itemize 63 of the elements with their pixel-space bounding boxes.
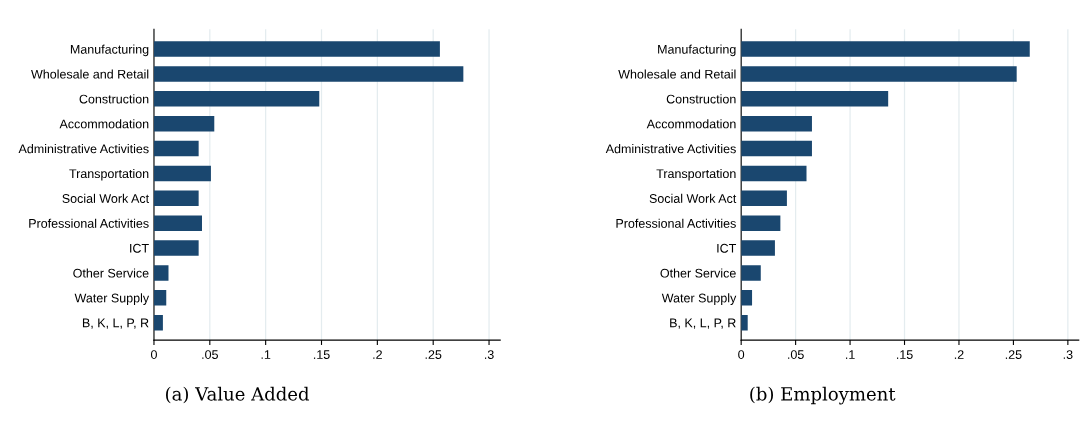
bar — [741, 240, 775, 256]
bar — [153, 314, 163, 331]
bar — [741, 215, 781, 231]
y-tick-label: B, K, L, P, R — [670, 318, 736, 329]
bar — [741, 190, 787, 207]
bar — [153, 215, 202, 231]
x-tick-label: .25 — [425, 350, 442, 359]
x-tick-label: .15 — [313, 350, 330, 359]
bar — [741, 265, 761, 281]
bar — [153, 240, 199, 256]
y-tick-label: Other Service — [660, 268, 736, 278]
x-tick-label: 0 — [150, 350, 157, 359]
y-tick-label: Construction — [666, 94, 736, 104]
x-tick-label: .05 — [788, 350, 804, 359]
y-tick-label: Wholesale and Retail — [618, 69, 736, 79]
bar — [153, 290, 167, 306]
x-tick-label: .15 — [896, 350, 913, 359]
y-tick-label: Manufacturing — [658, 44, 736, 57]
y-tick-label: Accommodation — [646, 119, 736, 129]
bar — [153, 91, 320, 107]
y-tick-label: Other Service — [73, 268, 149, 278]
bar — [741, 91, 889, 107]
y-tick-label: Water Supply — [74, 293, 150, 305]
bar — [741, 115, 812, 132]
bar — [741, 290, 753, 306]
bar — [153, 190, 199, 207]
y-tick-label: Professional Activities — [29, 218, 149, 228]
y-tick-label: Social Work Act — [649, 193, 737, 203]
bar — [153, 265, 169, 281]
y-tick-label: Administrative Activities — [18, 144, 149, 154]
y-tick-label: Transportation — [69, 168, 149, 181]
bar — [741, 41, 1030, 57]
y-tick-label: Manufacturing — [70, 44, 149, 57]
y-tick-label: Administrative Activities — [605, 144, 736, 154]
y-tick-label: ICT — [130, 243, 149, 253]
y-tick-label: ICT — [717, 243, 737, 253]
y-tick-label: Construction — [79, 94, 149, 104]
x-tick-label: .2 — [954, 350, 964, 359]
y-tick-label: B, K, L, P, R — [82, 318, 149, 329]
text: (b) Employment — [750, 386, 896, 405]
x-tick-label: .05 — [202, 350, 218, 359]
text: (a) Value Added — [166, 386, 310, 404]
x-tick-label: .2 — [373, 350, 382, 359]
y-tick-label: Accommodation — [59, 119, 149, 129]
bar — [153, 115, 215, 132]
y-tick-label: Professional Activities — [616, 218, 736, 228]
x-tick-label: 0 — [738, 350, 745, 359]
bar — [741, 66, 1017, 82]
x-tick-label: .1 — [261, 350, 271, 359]
bar — [153, 66, 464, 82]
bar — [153, 165, 211, 182]
bar — [741, 140, 812, 157]
x-tick-label: .3 — [1063, 350, 1073, 359]
x-tick-label: .3 — [484, 350, 494, 359]
y-tick-label: Wholesale and Retail — [31, 69, 149, 79]
y-tick-label: Social Work Act — [62, 193, 150, 203]
bar — [741, 165, 807, 182]
x-tick-label: .1 — [846, 350, 855, 359]
bar — [153, 140, 199, 157]
bar — [153, 41, 440, 57]
y-tick-label: Water Supply — [661, 293, 737, 305]
x-tick-label: .25 — [1005, 350, 1022, 359]
y-tick-label: Transportation — [656, 168, 736, 181]
